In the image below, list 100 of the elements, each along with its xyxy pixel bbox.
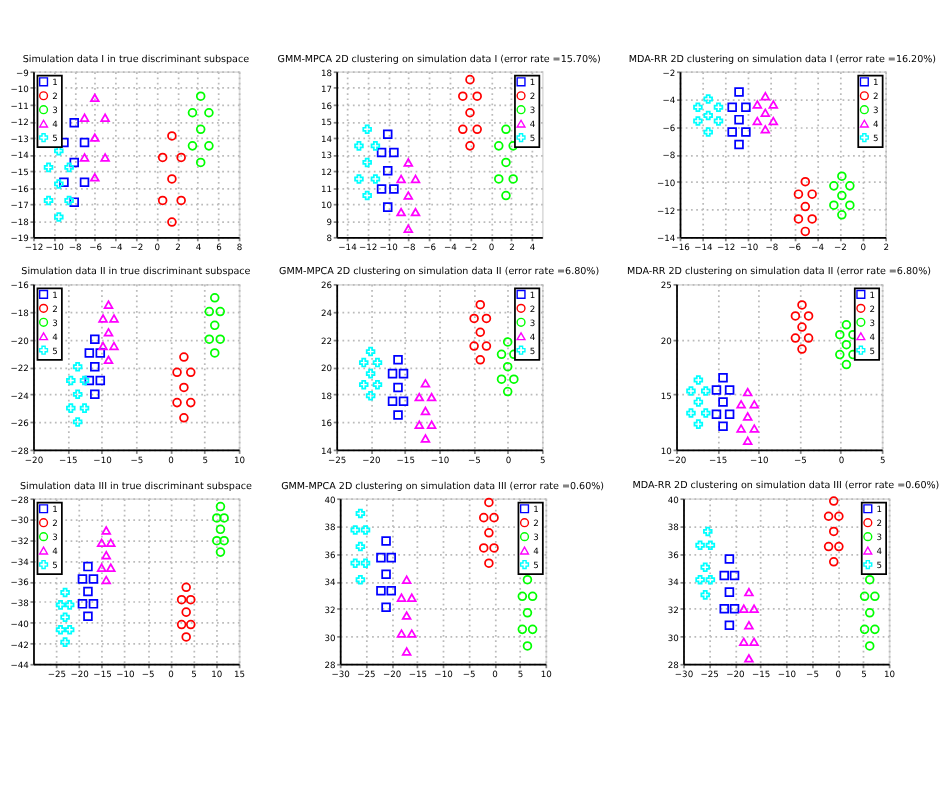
point [54, 212, 64, 222]
point [837, 190, 847, 201]
point [393, 355, 403, 365]
point [420, 434, 431, 443]
point [793, 214, 804, 224]
point [98, 341, 108, 351]
point [215, 547, 226, 557]
point [700, 590, 710, 600]
point [527, 624, 538, 635]
point [103, 328, 114, 337]
point [718, 397, 728, 407]
point [386, 585, 396, 596]
point [724, 385, 735, 395]
point [219, 535, 229, 546]
point [88, 574, 99, 584]
point [64, 195, 74, 206]
point [752, 100, 763, 109]
point [100, 153, 110, 162]
point [841, 359, 852, 370]
point [370, 174, 381, 184]
point [358, 357, 369, 368]
point [157, 195, 168, 206]
point [77, 574, 88, 584]
point [109, 341, 119, 351]
point [713, 116, 724, 126]
point [797, 322, 807, 332]
point [729, 603, 740, 614]
point [179, 352, 189, 362]
point [109, 314, 119, 323]
point [69, 197, 79, 207]
point [64, 600, 75, 610]
point [705, 574, 716, 585]
point [83, 561, 93, 572]
point [478, 512, 489, 523]
point [103, 300, 114, 309]
point [393, 382, 403, 393]
point [79, 177, 90, 188]
point [376, 552, 386, 563]
point [90, 334, 100, 344]
point [401, 611, 412, 620]
point [744, 620, 754, 630]
point [209, 293, 220, 303]
point [410, 174, 421, 184]
point [458, 91, 468, 101]
point [724, 587, 735, 597]
point [358, 379, 369, 390]
point [472, 124, 482, 135]
point [727, 102, 737, 112]
point [389, 147, 399, 158]
point [739, 637, 749, 647]
point [734, 114, 744, 125]
point [381, 536, 391, 546]
point [800, 201, 811, 212]
point [760, 108, 771, 117]
point [350, 558, 361, 568]
point [724, 620, 735, 630]
point [744, 587, 754, 597]
point [420, 406, 431, 416]
point [703, 110, 713, 121]
point [95, 375, 106, 386]
point [695, 540, 705, 550]
point [195, 124, 206, 135]
point [741, 127, 751, 137]
point [478, 543, 489, 553]
point [355, 541, 366, 552]
point [837, 210, 847, 220]
point [393, 410, 403, 420]
point [870, 591, 880, 602]
point [398, 368, 409, 379]
point [734, 87, 744, 97]
point [72, 389, 83, 400]
point [382, 202, 393, 212]
point [79, 403, 90, 413]
point [835, 349, 845, 360]
point [103, 355, 114, 365]
point [396, 593, 407, 602]
point [204, 334, 215, 344]
point [489, 543, 499, 553]
point [167, 174, 177, 184]
point [496, 349, 507, 360]
point [176, 195, 186, 206]
point [90, 93, 100, 103]
point [719, 570, 730, 581]
point [508, 174, 518, 184]
point [700, 562, 710, 573]
point [212, 513, 222, 523]
point [749, 637, 759, 647]
point [382, 129, 393, 140]
point [686, 386, 696, 396]
point [186, 594, 196, 605]
point [179, 413, 189, 423]
point [181, 632, 191, 642]
point [355, 508, 366, 519]
point [841, 320, 852, 330]
point [195, 91, 206, 101]
point [106, 538, 116, 548]
point [517, 624, 528, 635]
point [693, 102, 703, 112]
point [527, 591, 538, 602]
point [736, 400, 746, 409]
